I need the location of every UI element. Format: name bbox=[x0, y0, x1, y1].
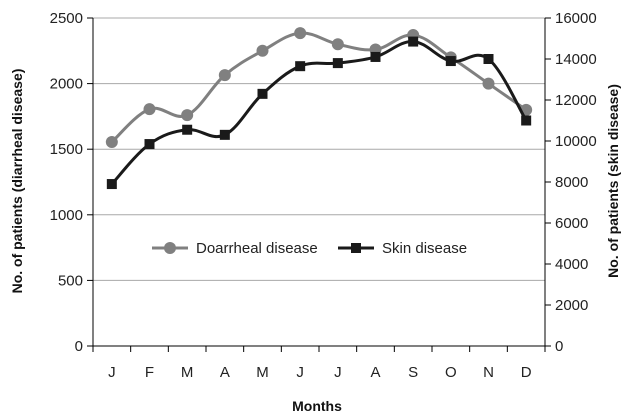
left-tick-label: 2500 bbox=[50, 10, 83, 27]
data-point bbox=[181, 109, 194, 122]
data-point bbox=[219, 129, 230, 140]
left-axis-title: No. of patients (diarrheal disease) bbox=[9, 69, 25, 294]
left-tick-label: 1000 bbox=[50, 207, 83, 224]
legend-label: Doarrheal disease bbox=[196, 240, 318, 257]
right-axis-title: No. of patients (skin disease) bbox=[605, 84, 621, 278]
data-point bbox=[482, 77, 495, 90]
data-point bbox=[332, 58, 343, 69]
data-point bbox=[218, 69, 231, 82]
data-point bbox=[257, 88, 268, 99]
data-point bbox=[144, 139, 155, 150]
x-tick-label: J bbox=[334, 364, 342, 381]
right-tick-label: 8000 bbox=[555, 174, 588, 191]
right-tick-label: 10000 bbox=[555, 133, 597, 150]
data-point bbox=[445, 56, 456, 67]
data-point bbox=[106, 179, 117, 190]
legend-label: Skin disease bbox=[382, 240, 467, 257]
right-tick-label: 14000 bbox=[555, 51, 597, 68]
data-point bbox=[256, 44, 269, 57]
legend-marker bbox=[164, 242, 176, 254]
left-tick-label: 1500 bbox=[50, 141, 83, 158]
right-tick-label: 0 bbox=[555, 338, 563, 355]
data-point bbox=[182, 124, 193, 135]
data-point bbox=[295, 61, 306, 72]
legend-item: Skin disease bbox=[338, 240, 467, 257]
left-axis-ticks: 0 500 1000 1500 2000 2500 bbox=[50, 10, 93, 355]
x-tick-label: F bbox=[145, 364, 154, 381]
left-tick-label: 0 bbox=[75, 338, 83, 355]
series-group bbox=[105, 27, 533, 190]
data-point bbox=[370, 51, 381, 62]
series-1 bbox=[105, 27, 533, 148]
series-2 bbox=[106, 36, 532, 190]
series-line bbox=[110, 31, 528, 144]
x-tick-label: M bbox=[256, 364, 269, 381]
data-point bbox=[331, 38, 344, 51]
x-tick-label: A bbox=[370, 364, 380, 381]
x-tick-label: O bbox=[445, 364, 457, 381]
legend: Doarrheal disease Skin disease bbox=[152, 240, 467, 257]
right-tick-label: 12000 bbox=[555, 92, 597, 109]
x-tick-label: A bbox=[220, 364, 230, 381]
x-tick-label: N bbox=[483, 364, 494, 381]
right-tick-label: 6000 bbox=[555, 215, 588, 232]
data-point bbox=[408, 36, 419, 47]
x-tick-label: J bbox=[296, 364, 304, 381]
right-tick-label: 16000 bbox=[555, 10, 597, 27]
data-point bbox=[294, 27, 307, 40]
right-axis-ticks: 0 2000 4000 6000 8000 10000 12000 14000 16000 bbox=[545, 10, 597, 355]
legend-item: Doarrheal disease bbox=[152, 240, 318, 257]
axes bbox=[92, 18, 546, 347]
x-axis-title: Months bbox=[292, 398, 342, 413]
right-tick-label: 4000 bbox=[555, 256, 588, 273]
x-tick-label: S bbox=[408, 364, 418, 381]
data-point bbox=[483, 54, 494, 64]
x-tick-label: D bbox=[521, 364, 532, 381]
x-tick-label: J bbox=[108, 364, 116, 381]
x-tick-label: M bbox=[181, 364, 194, 381]
left-tick-label: 2000 bbox=[50, 76, 83, 93]
data-point bbox=[143, 103, 156, 116]
left-tick-label: 500 bbox=[58, 272, 83, 289]
series-line bbox=[110, 40, 528, 186]
data-point bbox=[105, 135, 118, 148]
right-tick-label: 2000 bbox=[555, 297, 588, 314]
legend-marker bbox=[351, 243, 361, 253]
gridlines bbox=[93, 17, 545, 281]
data-point bbox=[521, 115, 532, 126]
